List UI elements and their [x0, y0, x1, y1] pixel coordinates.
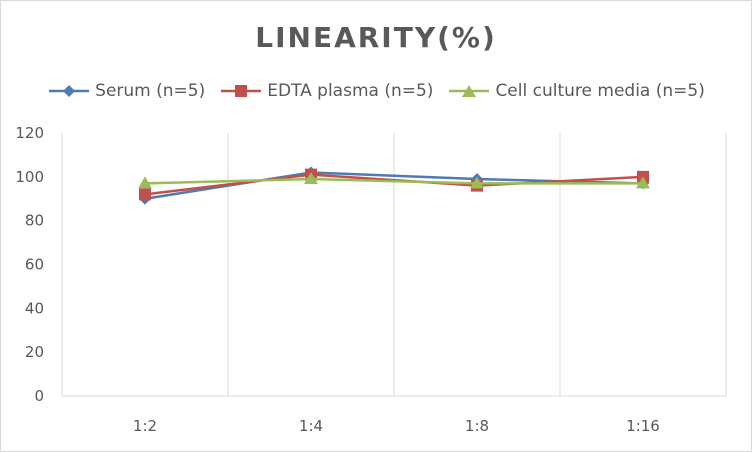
series-line-2 — [144, 177, 643, 185]
legend-label-edta: EDTA plasma (n=5) — [267, 81, 434, 101]
legend-item-edta: EDTA plasma (n=5) — [219, 81, 433, 101]
data-point-edta-plasma — [139, 188, 151, 201]
y-tick-label: 20 — [25, 343, 44, 361]
legend-label-cell-culture: Cell culture media (n=5) — [495, 81, 705, 101]
data-point-cell-culture — [636, 176, 650, 189]
data-point-cell-culture — [304, 172, 318, 185]
x-tick-label: 1:16 — [626, 417, 660, 435]
legend-marker-serum — [49, 85, 90, 97]
x-tick-label: 1:2 — [133, 417, 157, 435]
y-tick-label: 60 — [25, 256, 44, 274]
y-tick-label: 100 — [15, 168, 44, 186]
y-tick-label: 80 — [25, 212, 44, 230]
data-point-cell-culture — [470, 176, 484, 189]
legend-marker-edta — [221, 85, 262, 97]
y-tick-label: 40 — [25, 299, 44, 317]
chart-title: LINEARITY(%) — [255, 21, 497, 54]
y-tick-label: 120 — [15, 124, 44, 142]
legend-item-serum: Serum (n=5) — [47, 81, 205, 101]
legend-marker-cell-culture — [449, 85, 490, 97]
legend-item-cell-culture: Cell culture media (n=5) — [447, 81, 705, 101]
y-tick-label: 0 — [34, 387, 44, 405]
x-tick-label: 1:8 — [465, 417, 489, 435]
legend-label-serum: Serum (n=5) — [95, 81, 206, 101]
legend: Serum (n=5) EDTA plasma (n=5) Cell cultu… — [1, 81, 751, 101]
data-point-cell-culture — [138, 176, 152, 189]
x-tick-label: 1:4 — [299, 417, 323, 435]
